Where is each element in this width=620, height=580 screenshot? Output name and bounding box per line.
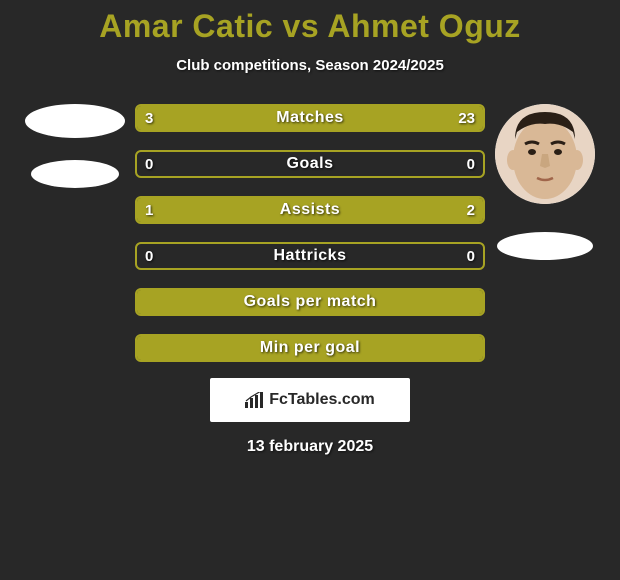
stat-fill-left (137, 106, 177, 130)
logo-box: FcTables.com (210, 378, 410, 422)
player-left-team-placeholder (31, 160, 119, 188)
player-right-avatar (495, 104, 595, 204)
content-wrapper: Amar Catic vs Ahmet Oguz Club competitio… (0, 0, 620, 580)
stat-fill-left (137, 198, 252, 222)
stat-value-right: 0 (467, 156, 475, 173)
logo-text: FcTables.com (245, 391, 375, 409)
subtitle: Club competitions, Season 2024/2025 (176, 57, 444, 74)
stat-value-right: 0 (467, 248, 475, 265)
stat-bar-min-per-goal: Min per goal (135, 334, 485, 362)
stat-value-left: 0 (145, 156, 153, 173)
stat-bar-goals: 0 0 Goals (135, 150, 485, 178)
stat-label: Goals (287, 155, 334, 173)
player-left-column (15, 104, 135, 188)
stat-value-left: 3 (145, 110, 153, 127)
player-right-team-placeholder (497, 232, 593, 260)
stat-bar-goals-per-match: Goals per match (135, 288, 485, 316)
stats-column: 3 23 Matches 0 0 Goals 1 2 Assists 0 0 Hattricks Goa… (135, 104, 485, 362)
stat-value-left: 0 (145, 248, 153, 265)
player-left-avatar-placeholder (25, 104, 125, 138)
stat-label: Assists (280, 201, 340, 219)
stat-value-right: 2 (467, 202, 475, 219)
player-right-face-icon (495, 104, 595, 204)
player-right-column (485, 104, 605, 260)
stat-bar-matches: 3 23 Matches (135, 104, 485, 132)
stat-label: Matches (276, 109, 344, 127)
stat-bar-hattricks: 0 0 Hattricks (135, 242, 485, 270)
stat-bar-assists: 1 2 Assists (135, 196, 485, 224)
chart-icon (245, 392, 265, 408)
stat-label: Min per goal (260, 339, 360, 357)
main-row: 3 23 Matches 0 0 Goals 1 2 Assists 0 0 Hattricks Goa… (0, 104, 620, 362)
stat-label: Goals per match (244, 293, 377, 311)
stat-label: Hattricks (274, 247, 347, 265)
page-title: Amar Catic vs Ahmet Oguz (99, 8, 521, 45)
stat-value-left: 1 (145, 202, 153, 219)
stat-value-right: 23 (458, 110, 475, 127)
logo-label: FcTables.com (269, 391, 375, 409)
date-text: 13 february 2025 (247, 438, 373, 456)
